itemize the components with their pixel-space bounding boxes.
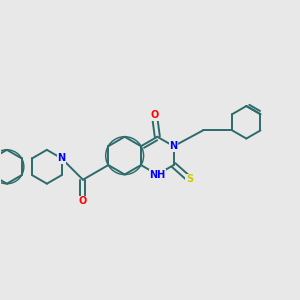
Text: S: S xyxy=(186,174,193,184)
Text: NH: NH xyxy=(149,169,165,179)
Text: O: O xyxy=(79,196,87,206)
Text: N: N xyxy=(58,153,66,163)
Text: N: N xyxy=(169,141,178,151)
Text: O: O xyxy=(150,110,159,120)
